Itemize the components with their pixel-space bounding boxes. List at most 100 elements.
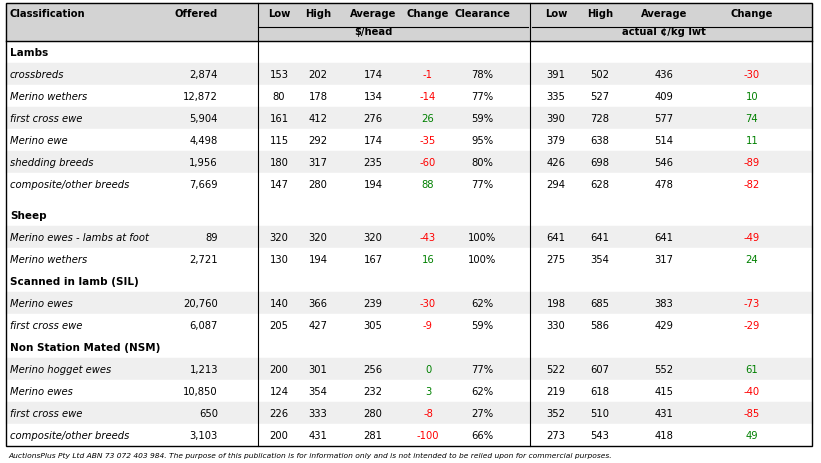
Text: 11: 11 [745, 136, 759, 146]
Text: 391: 391 [547, 70, 566, 80]
Text: first cross ewe: first cross ewe [10, 114, 82, 124]
Text: 77%: 77% [471, 92, 493, 102]
Text: -35: -35 [420, 136, 436, 146]
Text: 95%: 95% [471, 136, 493, 146]
Text: 147: 147 [269, 180, 288, 189]
Text: 80%: 80% [471, 158, 493, 168]
Text: 383: 383 [654, 298, 673, 308]
Text: Low: Low [545, 9, 567, 19]
Text: 200: 200 [269, 364, 288, 374]
Text: 641: 641 [590, 232, 609, 243]
Text: 320: 320 [269, 232, 288, 243]
Text: Merino hogget ewes: Merino hogget ewes [10, 364, 112, 374]
Text: 546: 546 [654, 158, 673, 168]
Text: 650: 650 [199, 408, 218, 418]
Text: composite/other breeds: composite/other breeds [10, 430, 130, 440]
Bar [6, 314, 812, 336]
Text: 5,904: 5,904 [190, 114, 218, 124]
Text: 115: 115 [269, 136, 288, 146]
Text: 427: 427 [309, 320, 328, 330]
Text: 320: 320 [309, 232, 328, 243]
Text: 232: 232 [364, 386, 383, 396]
Text: 478: 478 [654, 180, 673, 189]
Text: 436: 436 [654, 70, 673, 80]
Text: 49: 49 [745, 430, 759, 440]
Text: 431: 431 [654, 408, 673, 418]
Text: -100: -100 [417, 430, 439, 440]
Bar [6, 4, 812, 42]
Text: 281: 281 [364, 430, 383, 440]
Text: 226: 226 [269, 408, 288, 418]
Text: 59%: 59% [471, 320, 493, 330]
Text: 641: 641 [654, 232, 673, 243]
Text: 62%: 62% [471, 386, 493, 396]
Text: 66%: 66% [471, 430, 493, 440]
Text: 59%: 59% [471, 114, 493, 124]
Text: 27%: 27% [471, 408, 493, 418]
Text: Merino wethers: Merino wethers [10, 255, 87, 264]
Text: 415: 415 [654, 386, 673, 396]
Text: 276: 276 [364, 114, 383, 124]
Text: 280: 280 [364, 408, 383, 418]
Text: 514: 514 [654, 136, 673, 146]
Text: 317: 317 [309, 158, 328, 168]
Text: 638: 638 [590, 136, 609, 146]
Text: 77%: 77% [471, 180, 493, 189]
Text: 294: 294 [547, 180, 566, 189]
Text: -89: -89 [744, 158, 760, 168]
Text: 194: 194 [309, 255, 328, 264]
Text: Change: Change [407, 9, 449, 19]
Text: 26: 26 [422, 114, 434, 124]
Text: -30: -30 [420, 298, 436, 308]
Text: High: High [587, 9, 613, 19]
Bar [6, 358, 812, 380]
Text: 16: 16 [422, 255, 434, 264]
Text: Merino ewes: Merino ewes [10, 386, 73, 396]
Text: -29: -29 [744, 320, 760, 330]
Text: 74: 74 [745, 114, 759, 124]
Text: 698: 698 [590, 158, 609, 168]
Text: 320: 320 [364, 232, 383, 243]
Text: 89: 89 [205, 232, 218, 243]
Text: -82: -82 [744, 180, 760, 189]
Bar [6, 249, 812, 270]
Text: 100%: 100% [468, 255, 496, 264]
Text: 167: 167 [364, 255, 383, 264]
Text: High: High [305, 9, 331, 19]
Text: Lambs: Lambs [10, 48, 48, 58]
Text: 641: 641 [547, 232, 566, 243]
Text: 161: 161 [269, 114, 288, 124]
Text: -73: -73 [744, 298, 760, 308]
Text: 354: 354 [309, 386, 328, 396]
Bar [6, 402, 812, 424]
Text: 2,721: 2,721 [190, 255, 218, 264]
Text: 431: 431 [309, 430, 328, 440]
Text: 577: 577 [654, 114, 673, 124]
Text: Low: Low [268, 9, 290, 19]
Text: -40: -40 [744, 386, 760, 396]
Text: 174: 174 [364, 70, 383, 80]
Text: 292: 292 [309, 136, 328, 146]
Text: 3: 3 [425, 386, 431, 396]
Text: 366: 366 [309, 298, 328, 308]
Text: 235: 235 [364, 158, 383, 168]
Text: 198: 198 [547, 298, 566, 308]
Text: 1,213: 1,213 [190, 364, 218, 374]
Bar [6, 424, 812, 446]
Text: first cross ewe: first cross ewe [10, 408, 82, 418]
Text: 24: 24 [745, 255, 759, 264]
Text: Merino ewes: Merino ewes [10, 298, 73, 308]
Text: 330: 330 [547, 320, 566, 330]
Text: -49: -49 [744, 232, 760, 243]
Text: 317: 317 [654, 255, 673, 264]
Text: 1,956: 1,956 [190, 158, 218, 168]
Text: shedding breeds: shedding breeds [10, 158, 94, 168]
Text: 124: 124 [269, 386, 288, 396]
Text: 174: 174 [364, 136, 383, 146]
Text: 607: 607 [590, 364, 609, 374]
Text: -85: -85 [744, 408, 760, 418]
Text: 275: 275 [547, 255, 566, 264]
Bar [6, 108, 812, 130]
Text: 280: 280 [309, 180, 328, 189]
Text: 586: 586 [590, 320, 609, 330]
